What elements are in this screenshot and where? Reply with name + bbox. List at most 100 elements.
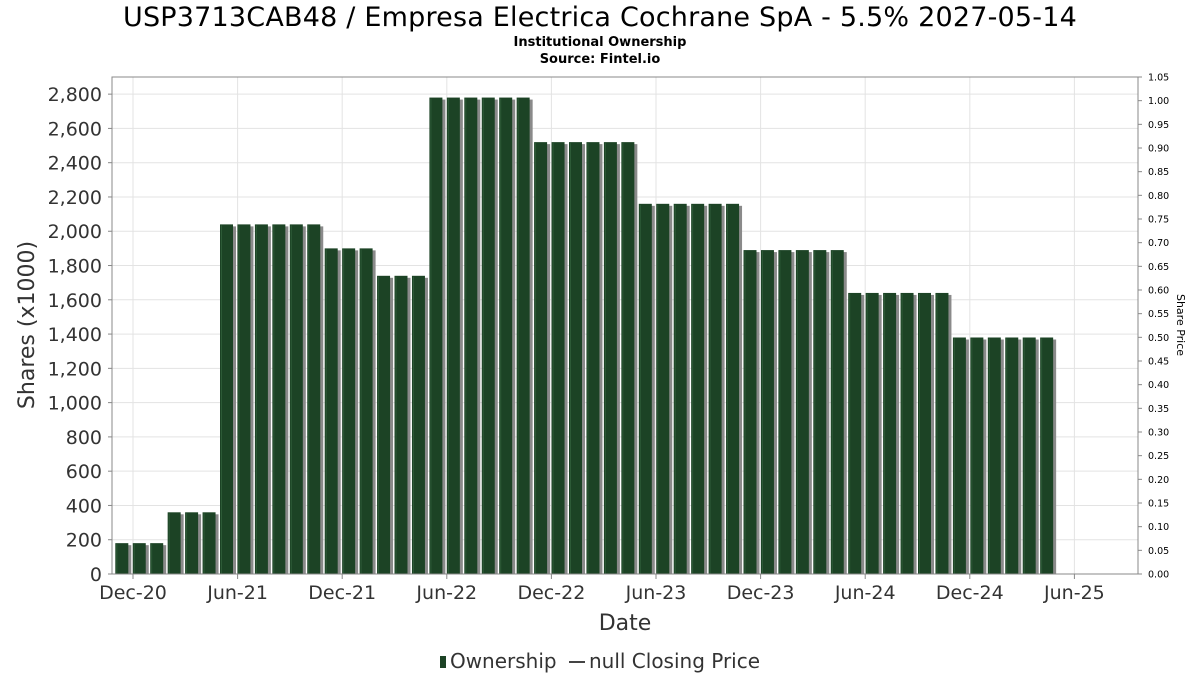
y2-tick-label: 0.05 xyxy=(1148,546,1169,557)
bar-fill xyxy=(760,250,774,574)
bar-fill xyxy=(935,292,949,574)
bar-fill xyxy=(534,142,548,574)
legend-ownership-swatch xyxy=(439,656,446,668)
y2-tick-label: 0.90 xyxy=(1148,144,1169,155)
y-tick-label: 0 xyxy=(90,564,102,586)
bar xyxy=(673,203,690,575)
y2-tick-label: 0.65 xyxy=(1148,262,1169,273)
y-tick-label: 2,600 xyxy=(48,118,102,140)
bar-fill xyxy=(970,337,984,574)
bar-fill xyxy=(795,250,809,574)
plot-frame xyxy=(111,76,1139,575)
legend-price-swatch xyxy=(568,661,585,663)
legend-ownership: Ownership xyxy=(439,648,557,673)
bar-fill xyxy=(586,142,600,574)
chart-subtitle: Institutional Ownership xyxy=(513,35,687,50)
y2-tick-label: 0.45 xyxy=(1148,357,1169,368)
bar-fill xyxy=(307,224,321,574)
y-tick-label: 400 xyxy=(66,495,102,517)
bar xyxy=(551,142,568,574)
bar xyxy=(167,512,184,574)
x-tick-label: Jun-21 xyxy=(206,582,268,604)
y2-tick-label: 0.75 xyxy=(1148,215,1169,226)
bar xyxy=(342,248,359,574)
bar-fill xyxy=(673,203,687,575)
y2-tick-label: 0.20 xyxy=(1148,475,1169,486)
chart-source: Source: Fintel.io xyxy=(539,52,661,67)
bar xyxy=(935,292,952,574)
y2-axis: 0.00 0.05 0.10 0.15 0.20 0.25 0.30 0.35 0.40 0.45… xyxy=(1138,73,1169,581)
bar xyxy=(1022,337,1039,574)
y2-tick-label: 0.30 xyxy=(1148,428,1169,439)
bar xyxy=(516,97,533,574)
bar-fill xyxy=(446,97,460,574)
bar-fill xyxy=(499,97,513,574)
bar xyxy=(272,224,289,574)
bar-fill xyxy=(516,97,530,574)
x-tick-label: Jun-22 xyxy=(415,582,477,604)
bar-fill xyxy=(1005,337,1019,574)
y-tick-label: 2,000 xyxy=(48,221,102,243)
bar-fill xyxy=(342,248,356,574)
bar xyxy=(708,203,725,575)
bar-fill xyxy=(185,512,199,574)
bar-fill xyxy=(918,292,931,574)
x-tick-label: Dec-21 xyxy=(308,582,376,604)
bar xyxy=(359,248,376,574)
bar-fill xyxy=(569,142,582,574)
y-tick-label: 1,600 xyxy=(48,290,102,312)
bar-fill xyxy=(429,97,443,574)
bar-fill xyxy=(638,203,652,575)
bar-fill xyxy=(289,224,303,574)
bar-fill xyxy=(167,512,181,574)
x-tick-label: Dec-23 xyxy=(727,582,795,604)
bar xyxy=(656,203,673,575)
y2-tick-label: 1.00 xyxy=(1148,96,1169,107)
y2-tick-label: 0.80 xyxy=(1148,191,1169,202)
bar-fill xyxy=(551,142,565,574)
bar xyxy=(185,512,202,574)
y2-tick-label: 0.55 xyxy=(1148,309,1169,320)
y2-tick-label: 0.00 xyxy=(1148,570,1169,581)
x-tick-label: Jun-24 xyxy=(834,582,896,604)
x-tick-label: Jun-23 xyxy=(625,582,687,604)
x-axis: Dec-20 Jun-21 Dec-21 Jun-22 Dec-22 Jun-23 Dec-… xyxy=(99,574,1105,604)
y-axis: 0 200 400 600 800 1,000 1,200 1,400 1,600 1,800 2,… xyxy=(48,84,112,586)
bar xyxy=(638,203,655,575)
bar-fill xyxy=(708,203,722,575)
bar xyxy=(848,292,865,574)
y2-axis-label: Share Price xyxy=(1174,294,1187,356)
bar-fill xyxy=(150,543,164,574)
bar xyxy=(254,224,271,574)
bar xyxy=(726,203,743,575)
bar-fill xyxy=(621,142,635,574)
bar xyxy=(603,142,620,574)
bar xyxy=(743,250,760,574)
x-axis-label: Date xyxy=(599,611,652,636)
y2-tick-label: 0.95 xyxy=(1148,120,1169,131)
bar-fill xyxy=(691,203,705,575)
bar-fill xyxy=(743,250,757,574)
bar-fill xyxy=(726,203,740,575)
bar-fill xyxy=(656,203,670,575)
bar xyxy=(115,543,132,574)
x-tick-label: Dec-22 xyxy=(517,582,585,604)
bar-fill xyxy=(202,512,216,574)
y-tick-label: 1,400 xyxy=(48,324,102,346)
y2-tick-label: 0.15 xyxy=(1148,499,1169,510)
bar xyxy=(202,512,219,574)
bar-layer xyxy=(115,97,1057,575)
y-tick-label: 1,200 xyxy=(48,358,102,380)
bar xyxy=(534,142,551,574)
y-tick-label: 800 xyxy=(66,427,102,449)
legend-ownership-label: Ownership xyxy=(449,648,557,673)
bar xyxy=(237,224,254,574)
bar-fill xyxy=(830,250,844,574)
bar xyxy=(813,250,830,574)
bar xyxy=(830,250,847,574)
bar-fill xyxy=(237,224,251,574)
bar xyxy=(464,97,481,574)
bar-fill xyxy=(359,248,373,574)
bar-fill xyxy=(394,275,408,574)
